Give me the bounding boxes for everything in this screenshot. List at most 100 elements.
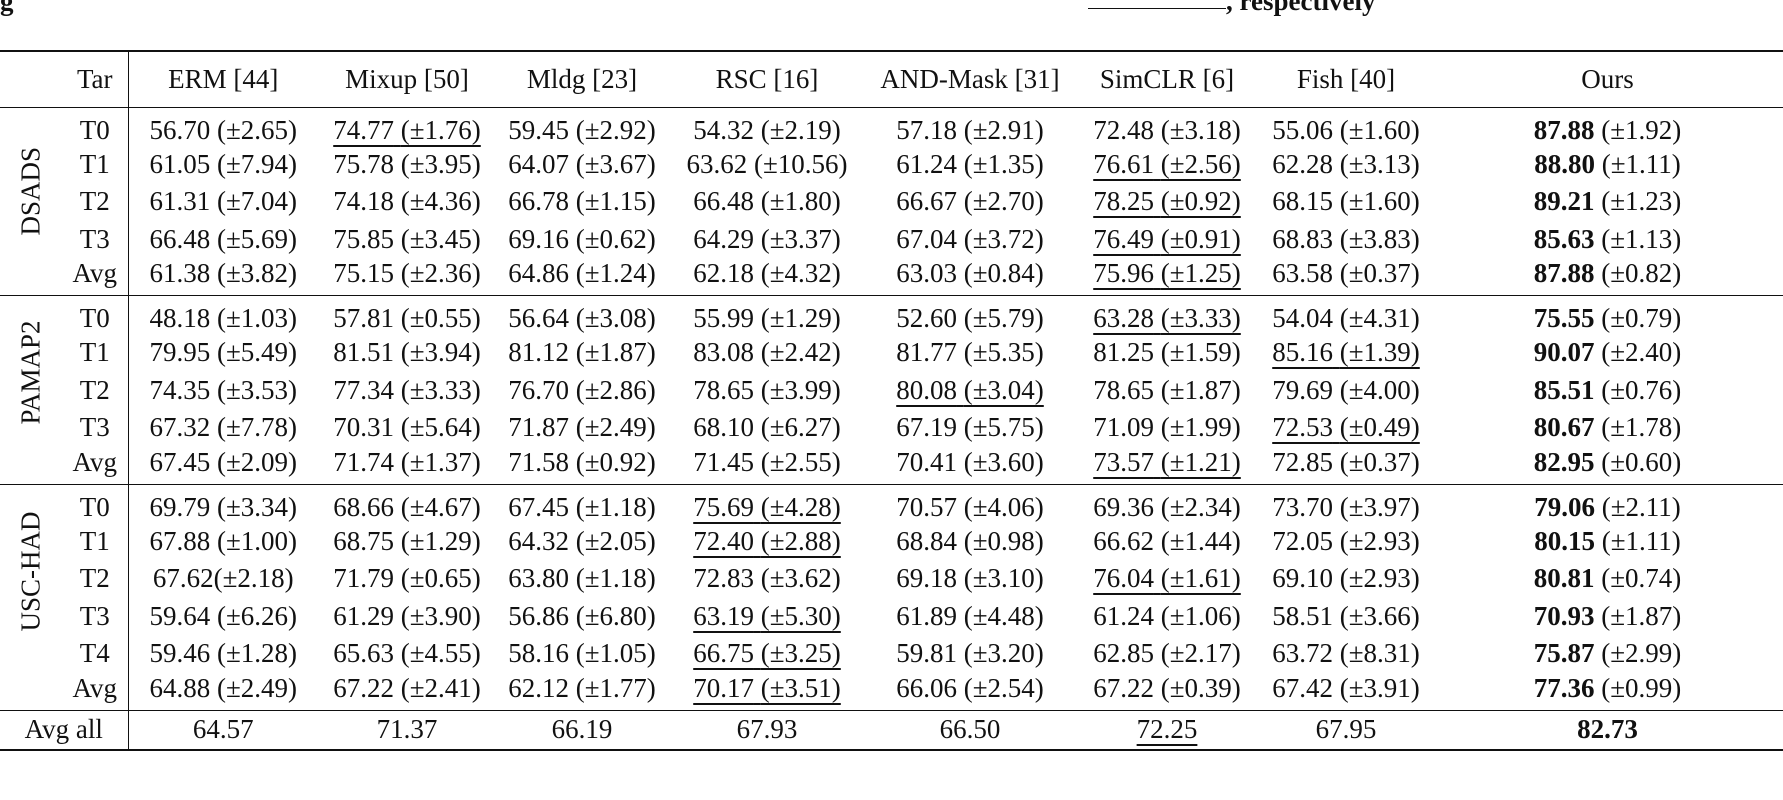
std-value: (±0.60) <box>1601 446 1682 477</box>
target-cell: T1 <box>62 334 129 372</box>
result-cell: 72.85 (±0.37) <box>1260 446 1432 485</box>
mean-value: 62.18 <box>693 258 754 288</box>
avg-all-value: 67.93 <box>736 714 798 744</box>
std-value: (±3.45) <box>400 223 481 254</box>
result-cell: 66.48 (±1.80) <box>668 183 866 221</box>
result-value-wrap: 71.58 (±0.92) <box>508 447 656 477</box>
result-value-wrap: 69.79 (±3.34) <box>149 492 297 522</box>
std-value: (±3.94) <box>400 337 481 368</box>
mean-value: 61.24 <box>1093 600 1154 631</box>
target-cell: T3 <box>62 220 129 258</box>
std-value: (±3.66) <box>1339 600 1420 631</box>
result-cell: 75.78 (±3.95) <box>318 146 496 184</box>
result-cell: 67.62(±2.18) <box>128 560 318 598</box>
std-value: (±10.56) <box>753 148 848 179</box>
mean-value: 75.55 <box>1533 303 1595 333</box>
mean-value: 54.32 <box>693 114 754 145</box>
std-value: (±4.36) <box>400 186 481 217</box>
result-cell: 75.87 (±2.99) <box>1432 635 1783 673</box>
result-cell: 63.80 (±1.18) <box>496 560 668 598</box>
target-cell: T2 <box>62 560 129 598</box>
std-value: (±1.11) <box>1601 525 1681 556</box>
target-cell: Avg <box>62 672 129 711</box>
mean-value: 71.45 <box>693 446 754 477</box>
result-cell: 71.74 (±1.37) <box>318 446 496 485</box>
avg-all-value: 72.25 <box>1136 714 1198 744</box>
std-value: (±2.93) <box>1339 563 1420 594</box>
avg-all-value: 67.95 <box>1315 714 1377 744</box>
mean-value: 52.60 <box>896 303 957 333</box>
group-label: PAMAP2 <box>15 320 46 425</box>
mean-value: 74.77 <box>333 114 394 145</box>
result-cell: 61.24 (±1.35) <box>866 146 1074 184</box>
avg-all-cell: 67.93 <box>668 710 866 751</box>
result-value-wrap: 72.83 (±3.62) <box>693 563 841 593</box>
result-value-wrap: 68.10 (±6.27) <box>693 412 841 442</box>
result-value-wrap: 62.18 (±4.32) <box>693 258 841 288</box>
avg-all-value: 64.57 <box>192 714 254 744</box>
result-value-wrap: 90.07 (±2.40) <box>1534 337 1682 367</box>
table-row: T1 67.88 (±1.00) 68.75 (±1.29) 64.32 (±2.05… <box>0 522 1783 561</box>
result-value-wrap: 61.31 (±7.04) <box>149 186 297 216</box>
caption-underline-mark <box>1088 0 1226 9</box>
table-row: T2 67.62(±2.18) 71.79 (±0.65) 63.80 (±1.18)… <box>0 560 1783 598</box>
mean-value: 79.95 <box>149 337 211 368</box>
std-value: (±1.87) <box>575 337 656 368</box>
result-cell: 63.28 (±3.33) <box>1074 296 1260 335</box>
result-value-wrap: 62.12 (±1.77) <box>508 673 656 703</box>
std-value: (±2.36) <box>400 258 481 288</box>
result-cell: 80.08 (±3.04) <box>866 372 1074 410</box>
result-value-wrap: 81.12 (±1.87) <box>508 337 656 367</box>
std-value: (±1.59) <box>1160 337 1241 368</box>
result-cell: 85.63 (±1.13) <box>1432 221 1783 259</box>
result-value-wrap: 70.57 (±4.06) <box>896 492 1044 522</box>
mean-value: 66.67 <box>896 186 957 217</box>
mean-value: 61.24 <box>896 148 957 179</box>
result-value-wrap: 64.88 (±2.49) <box>149 673 297 703</box>
std-value: (±3.51) <box>760 672 841 703</box>
mean-value: 88.80 <box>1534 148 1595 179</box>
mean-value: 81.25 <box>1093 337 1154 368</box>
result-cell: 85.16 (±1.39) <box>1260 334 1432 372</box>
mean-value: 81.12 <box>508 337 569 368</box>
mean-value: 58.51 <box>1272 600 1333 631</box>
mean-value: 55.99 <box>693 303 754 333</box>
std-value: (±1.35) <box>963 148 1044 179</box>
result-value-wrap: 66.62 (±1.44) <box>1093 526 1241 556</box>
std-value: (±0.37) <box>1339 258 1420 288</box>
result-value-wrap: 67.88 (±1.00) <box>149 526 297 556</box>
std-value: (±1.21) <box>1160 446 1241 477</box>
std-value: (±2.93) <box>1339 525 1420 556</box>
result-value-wrap: 64.29 (±3.37) <box>693 224 841 254</box>
result-cell: 90.07 (±2.40) <box>1432 334 1783 372</box>
result-cell: 80.15 (±1.11) <box>1432 523 1783 561</box>
result-cell: 69.18 (±3.10) <box>866 560 1074 598</box>
mean-value: 72.53 <box>1272 412 1333 443</box>
mean-value: 63.19 <box>693 600 754 631</box>
result-value-wrap: 71.87 (±2.49) <box>508 412 656 442</box>
std-value: (±1.24) <box>575 258 656 288</box>
result-cell: 59.46 (±1.28) <box>128 635 318 673</box>
header-mldg: Mldg [23] <box>496 50 668 108</box>
result-value-wrap: 73.57 (±1.21) <box>1093 447 1241 477</box>
std-value: (±7.78) <box>216 412 298 443</box>
std-value: (±6.26) <box>216 600 298 631</box>
mean-value: 80.81 <box>1533 563 1595 594</box>
std-value: (±1.29) <box>400 525 481 556</box>
result-value-wrap: 67.32 (±7.78) <box>149 412 297 442</box>
group-label-cell: USC-HAD <box>0 484 62 711</box>
result-cell: 75.69 (±4.28) <box>668 484 866 523</box>
std-value: (±2.49) <box>216 672 298 703</box>
result-value-wrap: 62.28 (±3.13) <box>1272 149 1420 179</box>
mean-value: 66.48 <box>149 223 211 254</box>
result-value-wrap: 80.81 (±0.74) <box>1534 563 1682 593</box>
result-value-wrap: 59.46 (±1.28) <box>149 638 297 668</box>
mean-value: 79.06 <box>1534 491 1595 522</box>
result-cell: 81.12 (±1.87) <box>496 334 668 372</box>
result-value-wrap: 54.04 (±4.31) <box>1272 303 1420 333</box>
result-cell: 67.32 (±7.78) <box>128 409 318 447</box>
result-value-wrap: 77.34 (±3.33) <box>333 375 481 405</box>
target-cell: T0 <box>62 484 129 523</box>
mean-value: 81.77 <box>896 337 957 368</box>
mean-value: 82.95 <box>1533 446 1595 477</box>
